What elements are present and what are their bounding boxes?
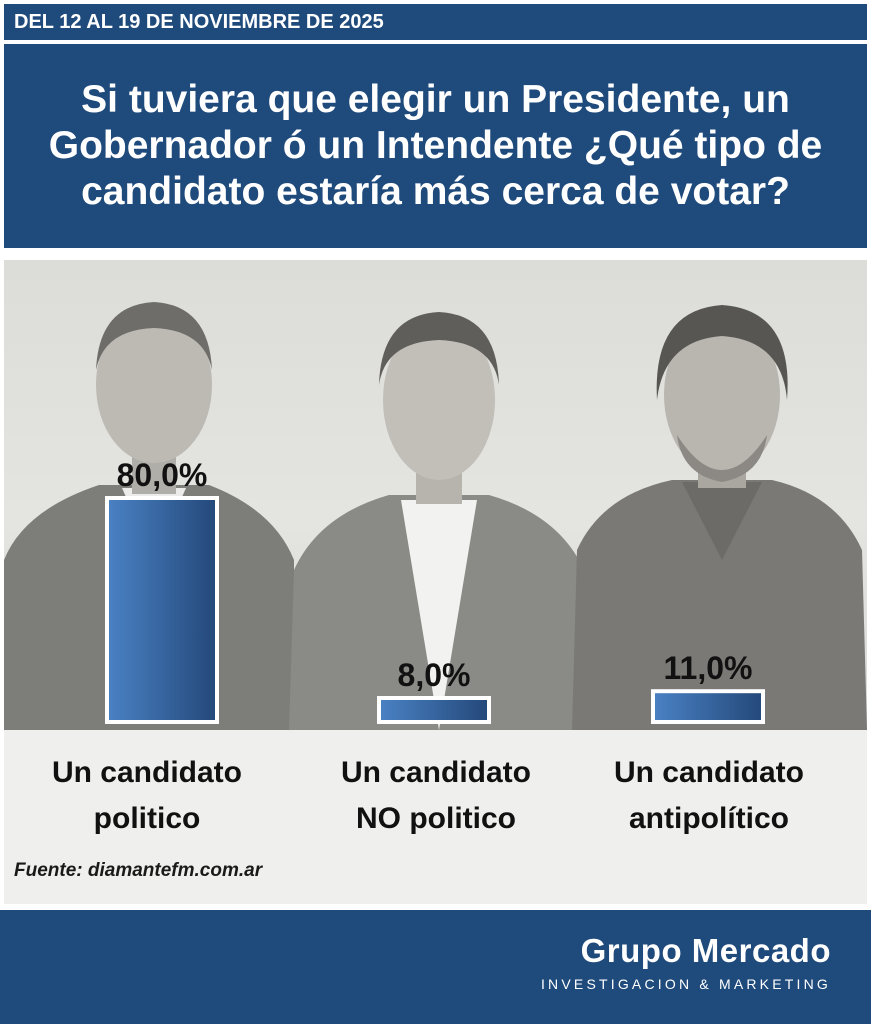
data-label-2: 11,0% xyxy=(664,650,753,686)
bar-1 xyxy=(377,696,491,724)
category-label-line: NO politico xyxy=(356,802,516,835)
survey-question-banner: Si tuviera que elegir un Presidente, un … xyxy=(4,44,867,248)
data-label-1: 8,0% xyxy=(398,657,471,693)
chart-area: 80,0% 8,0% 11,0% Un candidato politico Un … xyxy=(4,260,867,904)
person-antipolitico-photo xyxy=(572,305,867,730)
background-photo xyxy=(4,260,867,730)
footer-banner: Grupo Mercado INVESTIGACION & MARKETING xyxy=(0,910,871,1024)
bar-0 xyxy=(105,496,219,724)
category-label-politico: Un candidato politico xyxy=(7,750,287,842)
category-label-line: antipolítico xyxy=(629,802,789,835)
category-label-line: Un candidato xyxy=(51,756,242,789)
brand-tagline: INVESTIGACION & MARKETING xyxy=(540,976,831,992)
date-range-banner: DEL 12 AL 19 DE NOVIEMBRE DE 2025 xyxy=(4,4,867,40)
category-label-line: Un candidato xyxy=(340,756,531,789)
brand-name: Grupo Mercado xyxy=(580,932,831,969)
bar-2 xyxy=(651,689,765,725)
category-label-line: Un candidato xyxy=(613,756,804,789)
source-note: Fuente: diamantefm.com.ar xyxy=(14,860,263,881)
data-label-0: 80,0% xyxy=(117,457,208,493)
survey-question: Si tuviera que elegir un Presidente, un … xyxy=(48,78,823,213)
category-label-no-politico: Un candidato NO politico xyxy=(296,750,576,842)
category-label-antipolitico: Un candidato antipolítico xyxy=(569,750,849,842)
person-no-politico-photo xyxy=(289,312,589,730)
category-label-line: politico xyxy=(93,802,201,835)
date-range-text: DEL 12 AL 19 DE NOVIEMBRE DE 2025 xyxy=(14,11,384,33)
bar-chart: 80,0% 8,0% 11,0% xyxy=(105,457,765,725)
